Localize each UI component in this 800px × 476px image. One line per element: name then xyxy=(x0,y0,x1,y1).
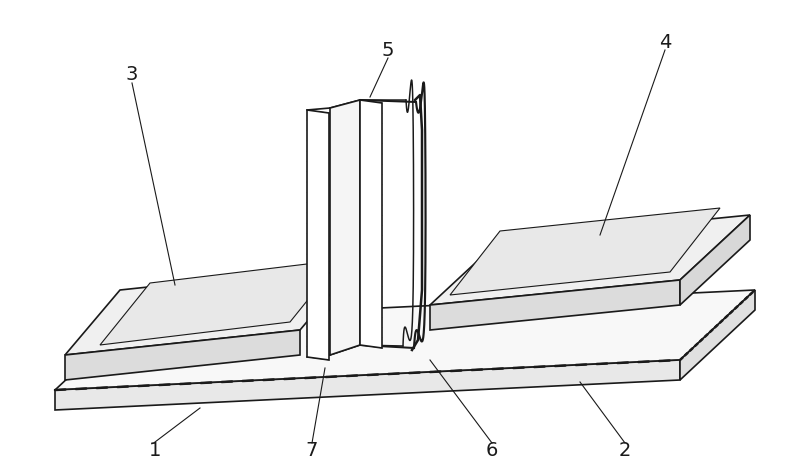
Text: 6: 6 xyxy=(486,440,498,459)
Text: 4: 4 xyxy=(659,32,671,51)
Polygon shape xyxy=(307,110,329,360)
Polygon shape xyxy=(65,265,355,355)
Polygon shape xyxy=(430,280,680,330)
Polygon shape xyxy=(680,290,755,380)
Polygon shape xyxy=(100,260,340,345)
Polygon shape xyxy=(65,330,300,380)
Text: 2: 2 xyxy=(619,440,631,459)
Polygon shape xyxy=(55,360,680,410)
Text: 3: 3 xyxy=(126,66,138,85)
Polygon shape xyxy=(680,215,750,305)
Text: 7: 7 xyxy=(306,440,318,459)
Text: 1: 1 xyxy=(149,440,161,459)
Text: 5: 5 xyxy=(382,40,394,60)
Polygon shape xyxy=(360,100,382,348)
Polygon shape xyxy=(450,208,720,295)
Polygon shape xyxy=(430,215,750,305)
Polygon shape xyxy=(55,290,755,390)
Polygon shape xyxy=(330,100,360,355)
